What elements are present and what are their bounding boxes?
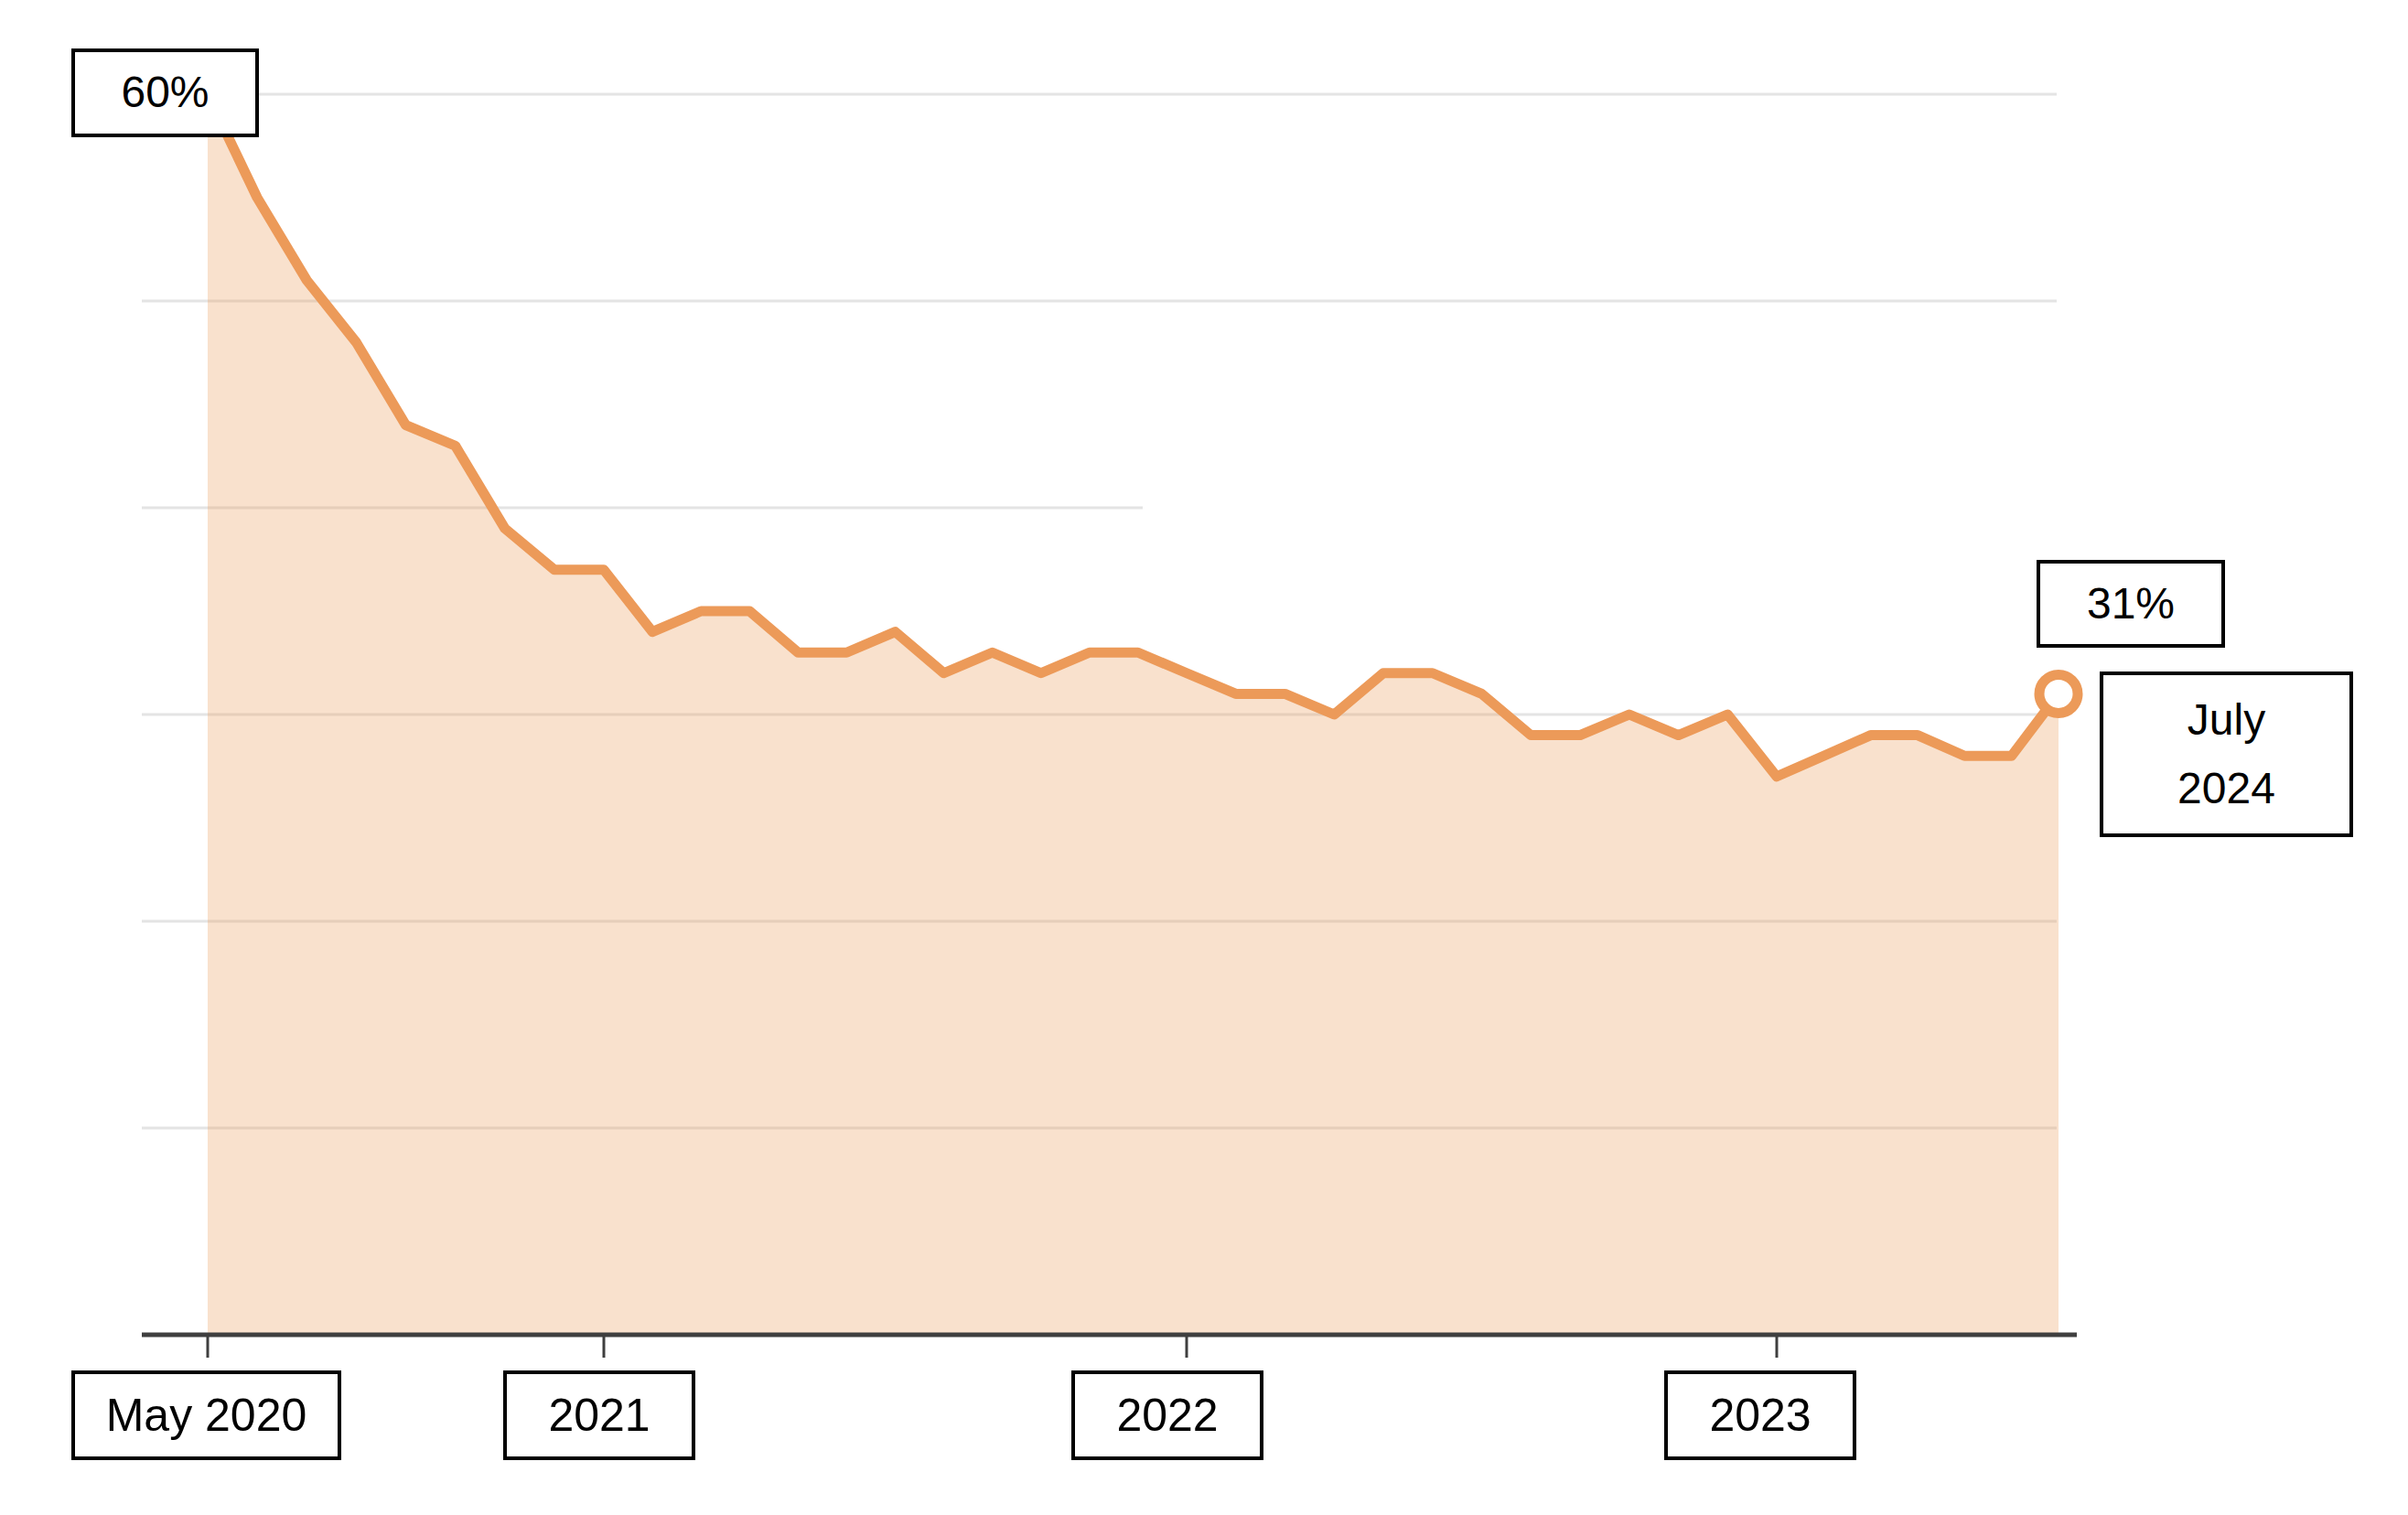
- x-tick-label-text: May 2020: [106, 1391, 307, 1441]
- x-tick-label-2023: 2023: [1664, 1370, 1856, 1460]
- start-value-callout: 60%: [71, 48, 259, 137]
- end-date-month: July: [2188, 686, 2265, 754]
- start-value-label: 60%: [121, 69, 209, 117]
- chart-canvas: [0, 0, 2408, 1515]
- x-tick-label-2021: 2021: [503, 1370, 695, 1460]
- x-tick-label-may-2020: May 2020: [71, 1370, 341, 1460]
- end-point-marker: [2039, 674, 2078, 713]
- end-date-year: 2024: [2177, 755, 2275, 822]
- end-date-callout: July 2024: [2100, 672, 2353, 837]
- x-tick-label-text: 2023: [1709, 1391, 1811, 1441]
- end-value-label: 31%: [2087, 580, 2175, 629]
- end-value-callout: 31%: [2037, 560, 2225, 648]
- x-tick-label-text: 2022: [1116, 1391, 1218, 1441]
- x-tick-label-text: 2021: [548, 1391, 650, 1441]
- x-tick-label-2022: 2022: [1071, 1370, 1263, 1460]
- area-chart: 60% 31% July 2024 May 2020 2021 2022 202…: [0, 0, 2408, 1515]
